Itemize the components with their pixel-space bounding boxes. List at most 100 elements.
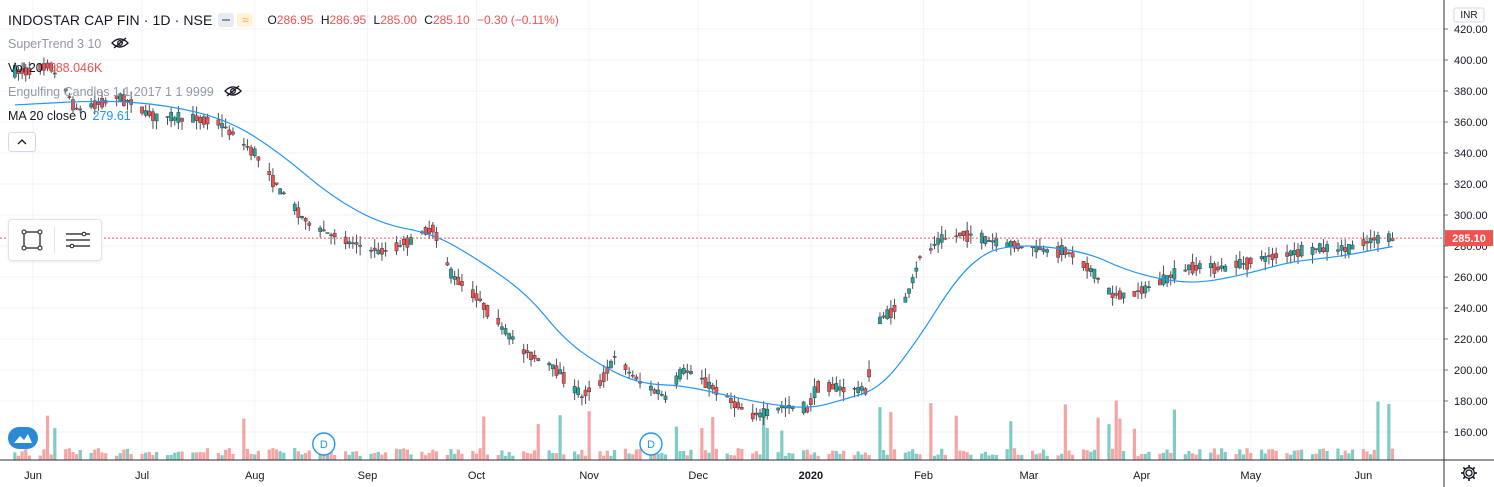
volume-bar: [191, 452, 195, 460]
candle: [1008, 241, 1013, 247]
y-tick-label: 420.00: [1454, 24, 1488, 36]
candle: [889, 308, 893, 319]
eye-off-icon[interactable]: [223, 84, 242, 100]
symbol-title[interactable]: INDOSTAR CAP FIN · 1D · NSE: [8, 12, 213, 28]
volume-bar: [140, 453, 144, 460]
volume-bar: [1350, 449, 1355, 460]
volume-bar: [1005, 449, 1009, 460]
volume-bar: [936, 454, 940, 460]
volume-bar: [867, 455, 871, 460]
candle: [401, 238, 406, 245]
volume-bar: [736, 448, 740, 460]
candle: [220, 123, 224, 129]
last-price-badge: [1445, 230, 1493, 247]
volume-bar: [1369, 454, 1373, 460]
candle: [1168, 274, 1173, 278]
volume-bar: [1387, 403, 1391, 460]
candle: [968, 233, 973, 236]
candle: [1223, 265, 1228, 272]
volume-bar: [173, 452, 177, 460]
volume-bar: [1067, 450, 1071, 460]
tradingview-logo-icon[interactable]: [8, 427, 38, 449]
candle: [380, 248, 384, 255]
volume-bar: [267, 449, 271, 460]
candle: [856, 387, 860, 394]
volume-bar: [383, 452, 388, 460]
volume-bar: [1085, 450, 1089, 460]
candle: [74, 107, 79, 110]
candle: [16, 69, 21, 74]
candle: [612, 356, 617, 358]
candle: [194, 115, 199, 121]
study-supertrend[interactable]: SuperTrend 3 10: [8, 32, 563, 56]
volume-bar: [169, 454, 173, 460]
volume-bar: [420, 451, 424, 460]
volume-bar: [45, 415, 50, 460]
volume-bar: [347, 454, 351, 460]
candle: [609, 360, 613, 369]
volume-bar: [151, 455, 155, 460]
candle: [958, 232, 962, 236]
ohlc-readout: O286.95 H286.95 L285.00 C285.10 −0.30 (−…: [267, 13, 559, 27]
volume-bar: [758, 454, 762, 460]
volume-bar: [242, 418, 246, 460]
candle: [1208, 263, 1213, 269]
volume-bar: [863, 452, 868, 460]
candle: [1092, 268, 1097, 279]
candle: [932, 243, 937, 246]
volume-bar: [245, 448, 250, 460]
volume-bar: [129, 454, 133, 460]
volume-bar: [1245, 448, 1249, 460]
candle: [12, 64, 17, 78]
volume-bars: [13, 400, 1395, 460]
volume-bar: [282, 452, 286, 460]
collapse-legend-button[interactable]: [8, 132, 36, 152]
candle: [547, 362, 552, 366]
eye-off-icon[interactable]: [111, 36, 130, 52]
lines-tool-button[interactable]: [55, 220, 100, 260]
study-volume[interactable]: Vol 20 588.046K: [8, 61, 103, 75]
volume-bar: [67, 448, 71, 460]
volume-bar: [1071, 454, 1075, 460]
volume-bar: [271, 448, 275, 460]
x-tick-label: Mar: [1020, 470, 1039, 482]
minus-icon[interactable]: [218, 13, 235, 27]
candle: [987, 240, 991, 242]
candle: [1045, 249, 1050, 253]
volume-bar: [220, 455, 224, 460]
volume-bar: [376, 451, 380, 460]
volume-bar: [194, 452, 199, 460]
candle: [1237, 259, 1242, 269]
volume-bar: [1183, 454, 1187, 460]
candle: [427, 228, 432, 234]
y-tick-label: 300.00: [1454, 210, 1488, 222]
study-engulfing[interactable]: Engulfing Candles 1 1 2017 1 1 9999: [8, 80, 563, 104]
candle: [42, 63, 46, 71]
candle: [601, 372, 606, 382]
volume-bar: [1390, 448, 1395, 460]
ma-line: [14, 100, 1393, 408]
candle: [445, 262, 450, 266]
volume-bar: [587, 411, 591, 460]
gear-icon[interactable]: [1460, 464, 1478, 482]
volume-bar: [1110, 448, 1115, 460]
candle: [1299, 244, 1304, 257]
volume-bar: [402, 448, 406, 460]
y-tick-label: 160.00: [1454, 427, 1488, 439]
volume-bar: [994, 454, 998, 460]
floating-drawing-toolbar: [8, 219, 102, 261]
volume-bar: [547, 450, 551, 460]
y-tick-label: 180.00: [1454, 396, 1488, 408]
volume-bar: [802, 450, 806, 460]
rectangle-tool-button[interactable]: [9, 220, 54, 260]
volume-bar: [878, 407, 882, 460]
volume-bar: [1060, 453, 1064, 460]
volume-bar: [903, 452, 907, 460]
study-ma[interactable]: MA 20 close 0 279.61: [8, 109, 131, 123]
volume-bar: [373, 453, 377, 460]
candle: [681, 368, 686, 374]
wave-icon[interactable]: ≈: [237, 13, 254, 27]
x-tick-label: 2020: [799, 470, 823, 482]
candle: [114, 95, 119, 99]
volume-bar: [1336, 448, 1340, 460]
